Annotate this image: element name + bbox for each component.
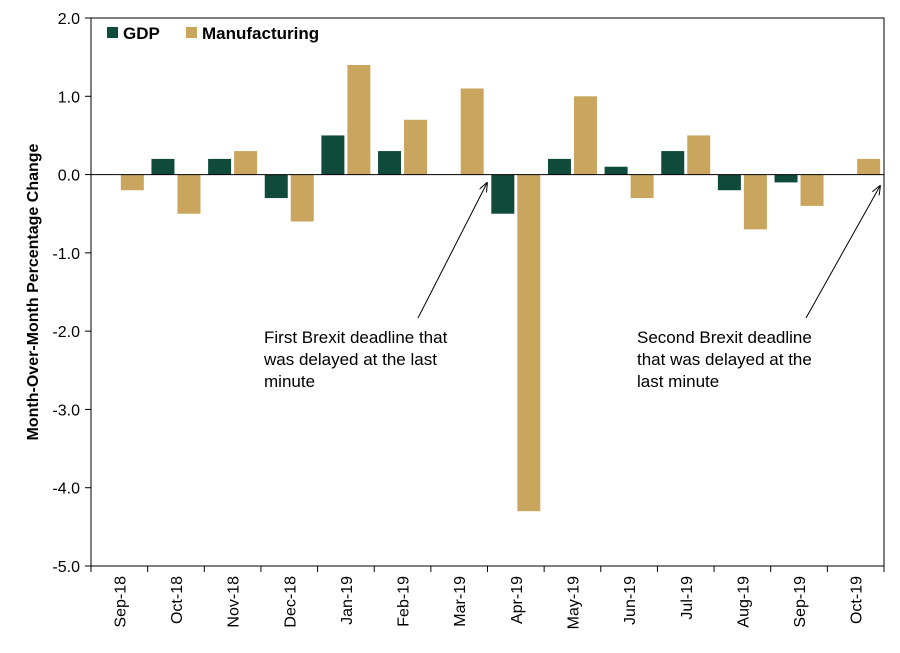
bar-gdp-nov-18 [208, 158, 232, 175]
annotation-arrow [417, 183, 487, 319]
annotation-arrow [805, 186, 880, 319]
bar-manufacturing-may-19 [573, 96, 597, 175]
y-tick-label: 1.0 [58, 89, 80, 106]
y-axis-label: Month-Over-Month Percentage Change [25, 143, 42, 440]
plot-frame [90, 17, 885, 567]
bar-manufacturing-apr-19 [517, 174, 541, 512]
annotation-text: First Brexit deadline that was delayed at… [263, 328, 448, 391]
bars [120, 64, 881, 512]
x-tick-label: Sep-19 [792, 576, 809, 628]
legend-swatch-gdp [107, 27, 118, 38]
x-tick-label: Sep-18 [112, 576, 129, 628]
bar-manufacturing-jul-19 [687, 135, 711, 175]
bar-manufacturing-sep-19 [800, 174, 824, 206]
x-tick-labels: Sep-18 Oct-18 Nov-18 Dec-18 Jan-19 Feb-19 Mar-… [112, 576, 865, 629]
y-tick-label: -3.0 [52, 402, 80, 419]
y-tick-label: -4.0 [52, 481, 80, 498]
bar-gdp-sep-19 [774, 174, 798, 183]
legend-swatch-manufacturing [186, 27, 197, 38]
bar-gdp-aug-19 [717, 174, 741, 191]
bar-manufacturing-jun-19 [630, 174, 654, 199]
annotations: First Brexit deadline that was delayed at… [263, 183, 880, 391]
y-tick-label: 2.0 [58, 11, 80, 28]
y-tick-label: -5.0 [52, 559, 80, 576]
x-tick-label: Mar-19 [452, 576, 469, 627]
bar-gdp-oct-18 [151, 158, 175, 175]
bar-manufacturing-feb-19 [404, 119, 428, 175]
legend-label-gdp: GDP [123, 24, 160, 43]
bar-manufacturing-mar-19 [460, 88, 484, 175]
x-tick-label: Feb-19 [396, 576, 413, 627]
bar-gdp-jul-19 [661, 151, 685, 175]
x-tick-label: Aug-19 [735, 576, 752, 628]
x-tick-label: Oct-18 [169, 576, 186, 624]
bar-gdp-feb-19 [378, 151, 402, 175]
x-tick-label: Nov-18 [226, 576, 243, 628]
y-tick-labels: 2.0 1.0 0.0 -1.0 -2.0 -3.0 -4.0 -5.0 [52, 11, 80, 576]
axes [85, 17, 885, 572]
x-tick-label: Oct-19 [849, 576, 866, 624]
x-tick-label: Jun-19 [622, 576, 639, 625]
bar-gdp-jun-19 [604, 166, 628, 175]
legend: GDP Manufacturing [107, 24, 319, 43]
bar-gdp-dec-18 [264, 174, 288, 199]
bar-manufacturing-jan-19 [347, 64, 371, 175]
annotation-text: Second Brexit deadline that was delayed a… [637, 328, 812, 391]
x-tick-label: May-19 [565, 576, 582, 629]
bar-manufacturing-aug-19 [743, 174, 767, 230]
bar-gdp-apr-19 [491, 174, 515, 214]
legend-label-manufacturing: Manufacturing [202, 24, 319, 43]
x-tick-label: Jan-19 [339, 576, 356, 625]
bar-manufacturing-dec-18 [290, 174, 314, 222]
y-tick-label: 0.0 [58, 168, 80, 185]
x-tick-label: Apr-19 [509, 576, 526, 624]
bar-manufacturing-oct-18 [177, 174, 201, 214]
bar-manufacturing-nov-18 [234, 151, 258, 175]
bar-manufacturing-oct-19 [857, 158, 881, 175]
y-tick-label: -1.0 [52, 246, 80, 263]
y-tick-label: -2.0 [52, 324, 80, 341]
bar-manufacturing-sep-18 [120, 174, 144, 191]
x-tick-label: Jul-19 [679, 576, 696, 620]
bar-gdp-jan-19 [321, 135, 345, 175]
x-tick-label: Dec-18 [282, 576, 299, 628]
bar-gdp-may-19 [547, 158, 571, 175]
